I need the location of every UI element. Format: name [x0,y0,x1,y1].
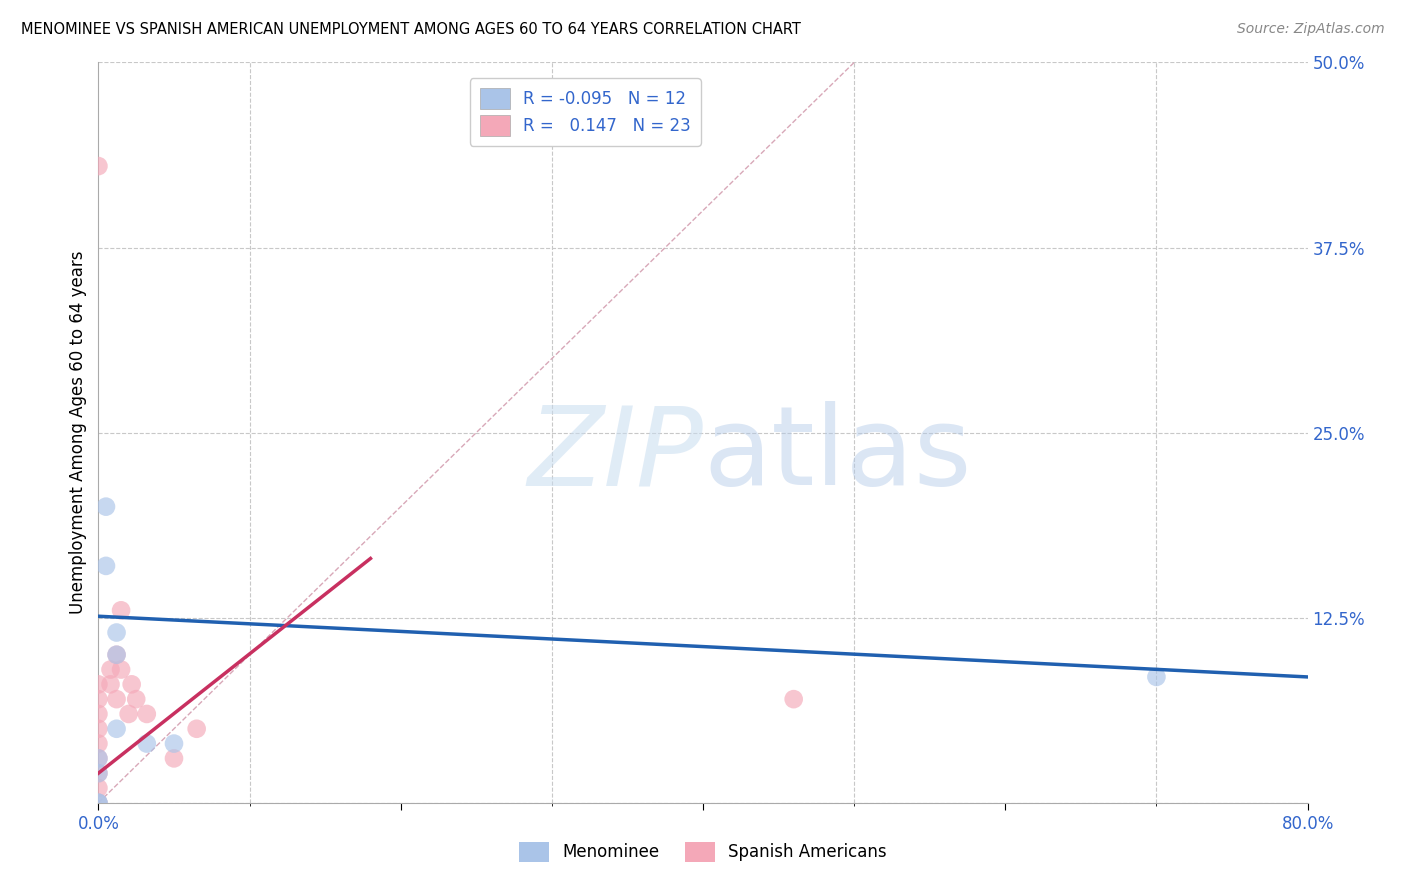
Point [105,648,128,662]
Text: Source: ZipAtlas.com: Source: ZipAtlas.com [1237,22,1385,37]
Point [87,722,110,736]
Point [87,796,110,810]
Point [87,780,110,795]
Point [125,692,148,706]
Point [87,796,110,810]
Point [110,663,132,677]
Point [105,625,128,640]
Point [87,796,110,810]
Point [87,737,110,751]
Point [87,692,110,706]
Y-axis label: Unemployment Among Ages 60 to 64 years: Unemployment Among Ages 60 to 64 years [69,251,87,615]
Point [87,677,110,691]
Point [135,737,157,751]
Point [87,751,110,765]
Point [87,159,110,173]
Point [87,766,110,780]
Point [783,692,806,706]
Point [87,706,110,721]
Point [163,751,186,765]
Point [105,692,128,706]
Point [186,722,208,736]
Point [121,677,143,691]
Text: ZIP: ZIP [527,401,703,508]
Point [105,648,128,662]
Point [100,663,122,677]
Point [94,500,117,514]
Point [163,737,186,751]
Point [118,706,141,721]
Point [94,558,117,573]
Point [87,751,110,765]
Point [110,603,132,617]
Point [100,677,122,691]
Point [105,722,128,736]
Legend: Menominee, Spanish Americans: Menominee, Spanish Americans [513,835,893,869]
Text: atlas: atlas [703,401,972,508]
Point [1144,670,1167,684]
Text: MENOMINEE VS SPANISH AMERICAN UNEMPLOYMENT AMONG AGES 60 TO 64 YEARS CORRELATION: MENOMINEE VS SPANISH AMERICAN UNEMPLOYME… [21,22,801,37]
Point [87,766,110,780]
Point [135,706,157,721]
